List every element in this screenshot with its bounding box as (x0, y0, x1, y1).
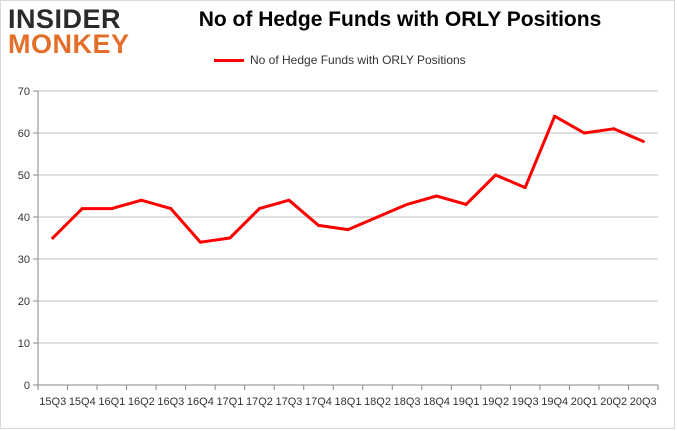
logo-line-2: MONKEY (8, 29, 130, 59)
data-point (316, 223, 320, 227)
x-tick-label: 18Q3 (394, 396, 421, 408)
x-tick-label: 17Q3 (275, 396, 302, 408)
data-point (435, 194, 439, 198)
x-tick-label: 17Q1 (216, 396, 243, 408)
y-tick-label: 20 (18, 296, 30, 308)
data-point (494, 173, 498, 177)
data-point (376, 215, 380, 219)
data-point (287, 198, 291, 202)
x-tick-label: 16Q4 (187, 396, 214, 408)
x-tick-label: 20Q2 (600, 396, 627, 408)
data-point (346, 228, 350, 232)
data-point (464, 202, 468, 206)
logo-line-1: INSIDER (8, 4, 122, 34)
series-line (51, 114, 645, 244)
x-tick-label: 17Q2 (246, 396, 273, 408)
data-point (51, 236, 55, 240)
legend-swatch (214, 58, 244, 62)
data-point (139, 198, 143, 202)
insider-monkey-logo: INSIDER MONKEY (8, 6, 130, 58)
data-point (198, 240, 202, 244)
y-tick-label: 0 (24, 380, 30, 392)
data-point (553, 114, 557, 118)
y-tick-label: 50 (18, 170, 30, 182)
x-tick-label: 18Q1 (335, 396, 362, 408)
y-tick-label: 60 (18, 128, 30, 140)
data-point (523, 186, 527, 190)
x-tick-label: 19Q2 (482, 396, 509, 408)
y-tick-label: 30 (18, 254, 30, 266)
x-tick-label: 20Q3 (630, 396, 657, 408)
data-point (612, 127, 616, 131)
y-tick-label: 40 (18, 212, 30, 224)
x-tick-label: 20Q1 (571, 396, 598, 408)
x-tick-label: 19Q3 (512, 396, 539, 408)
x-tick-label: 16Q3 (157, 396, 184, 408)
data-point (582, 131, 586, 135)
x-tick-label: 16Q2 (128, 396, 155, 408)
y-tick-label: 70 (18, 86, 30, 98)
data-point (80, 207, 84, 211)
y-tick-label: 10 (18, 338, 30, 350)
x-tick-label: 19Q4 (541, 396, 568, 408)
x-tick-label: 15Q3 (39, 396, 66, 408)
x-tick-label: 18Q4 (423, 396, 450, 408)
data-point (228, 236, 232, 240)
x-tick-label: 15Q4 (69, 396, 96, 408)
data-point (110, 207, 114, 211)
chart-title: No of Hedge Funds with ORLY Positions (198, 8, 602, 31)
legend-label: No of Hedge Funds with ORLY Positions (250, 53, 466, 67)
x-tick-label: 17Q4 (305, 396, 332, 408)
data-point (405, 202, 409, 206)
chart-legend: No of Hedge Funds with ORLY Positions (214, 53, 466, 67)
x-tick-label: 16Q1 (98, 396, 125, 408)
data-point (641, 139, 645, 143)
data-point (257, 207, 261, 211)
x-tick-label: 18Q2 (364, 396, 391, 408)
data-point (169, 207, 173, 211)
x-tick-label: 19Q1 (453, 396, 480, 408)
